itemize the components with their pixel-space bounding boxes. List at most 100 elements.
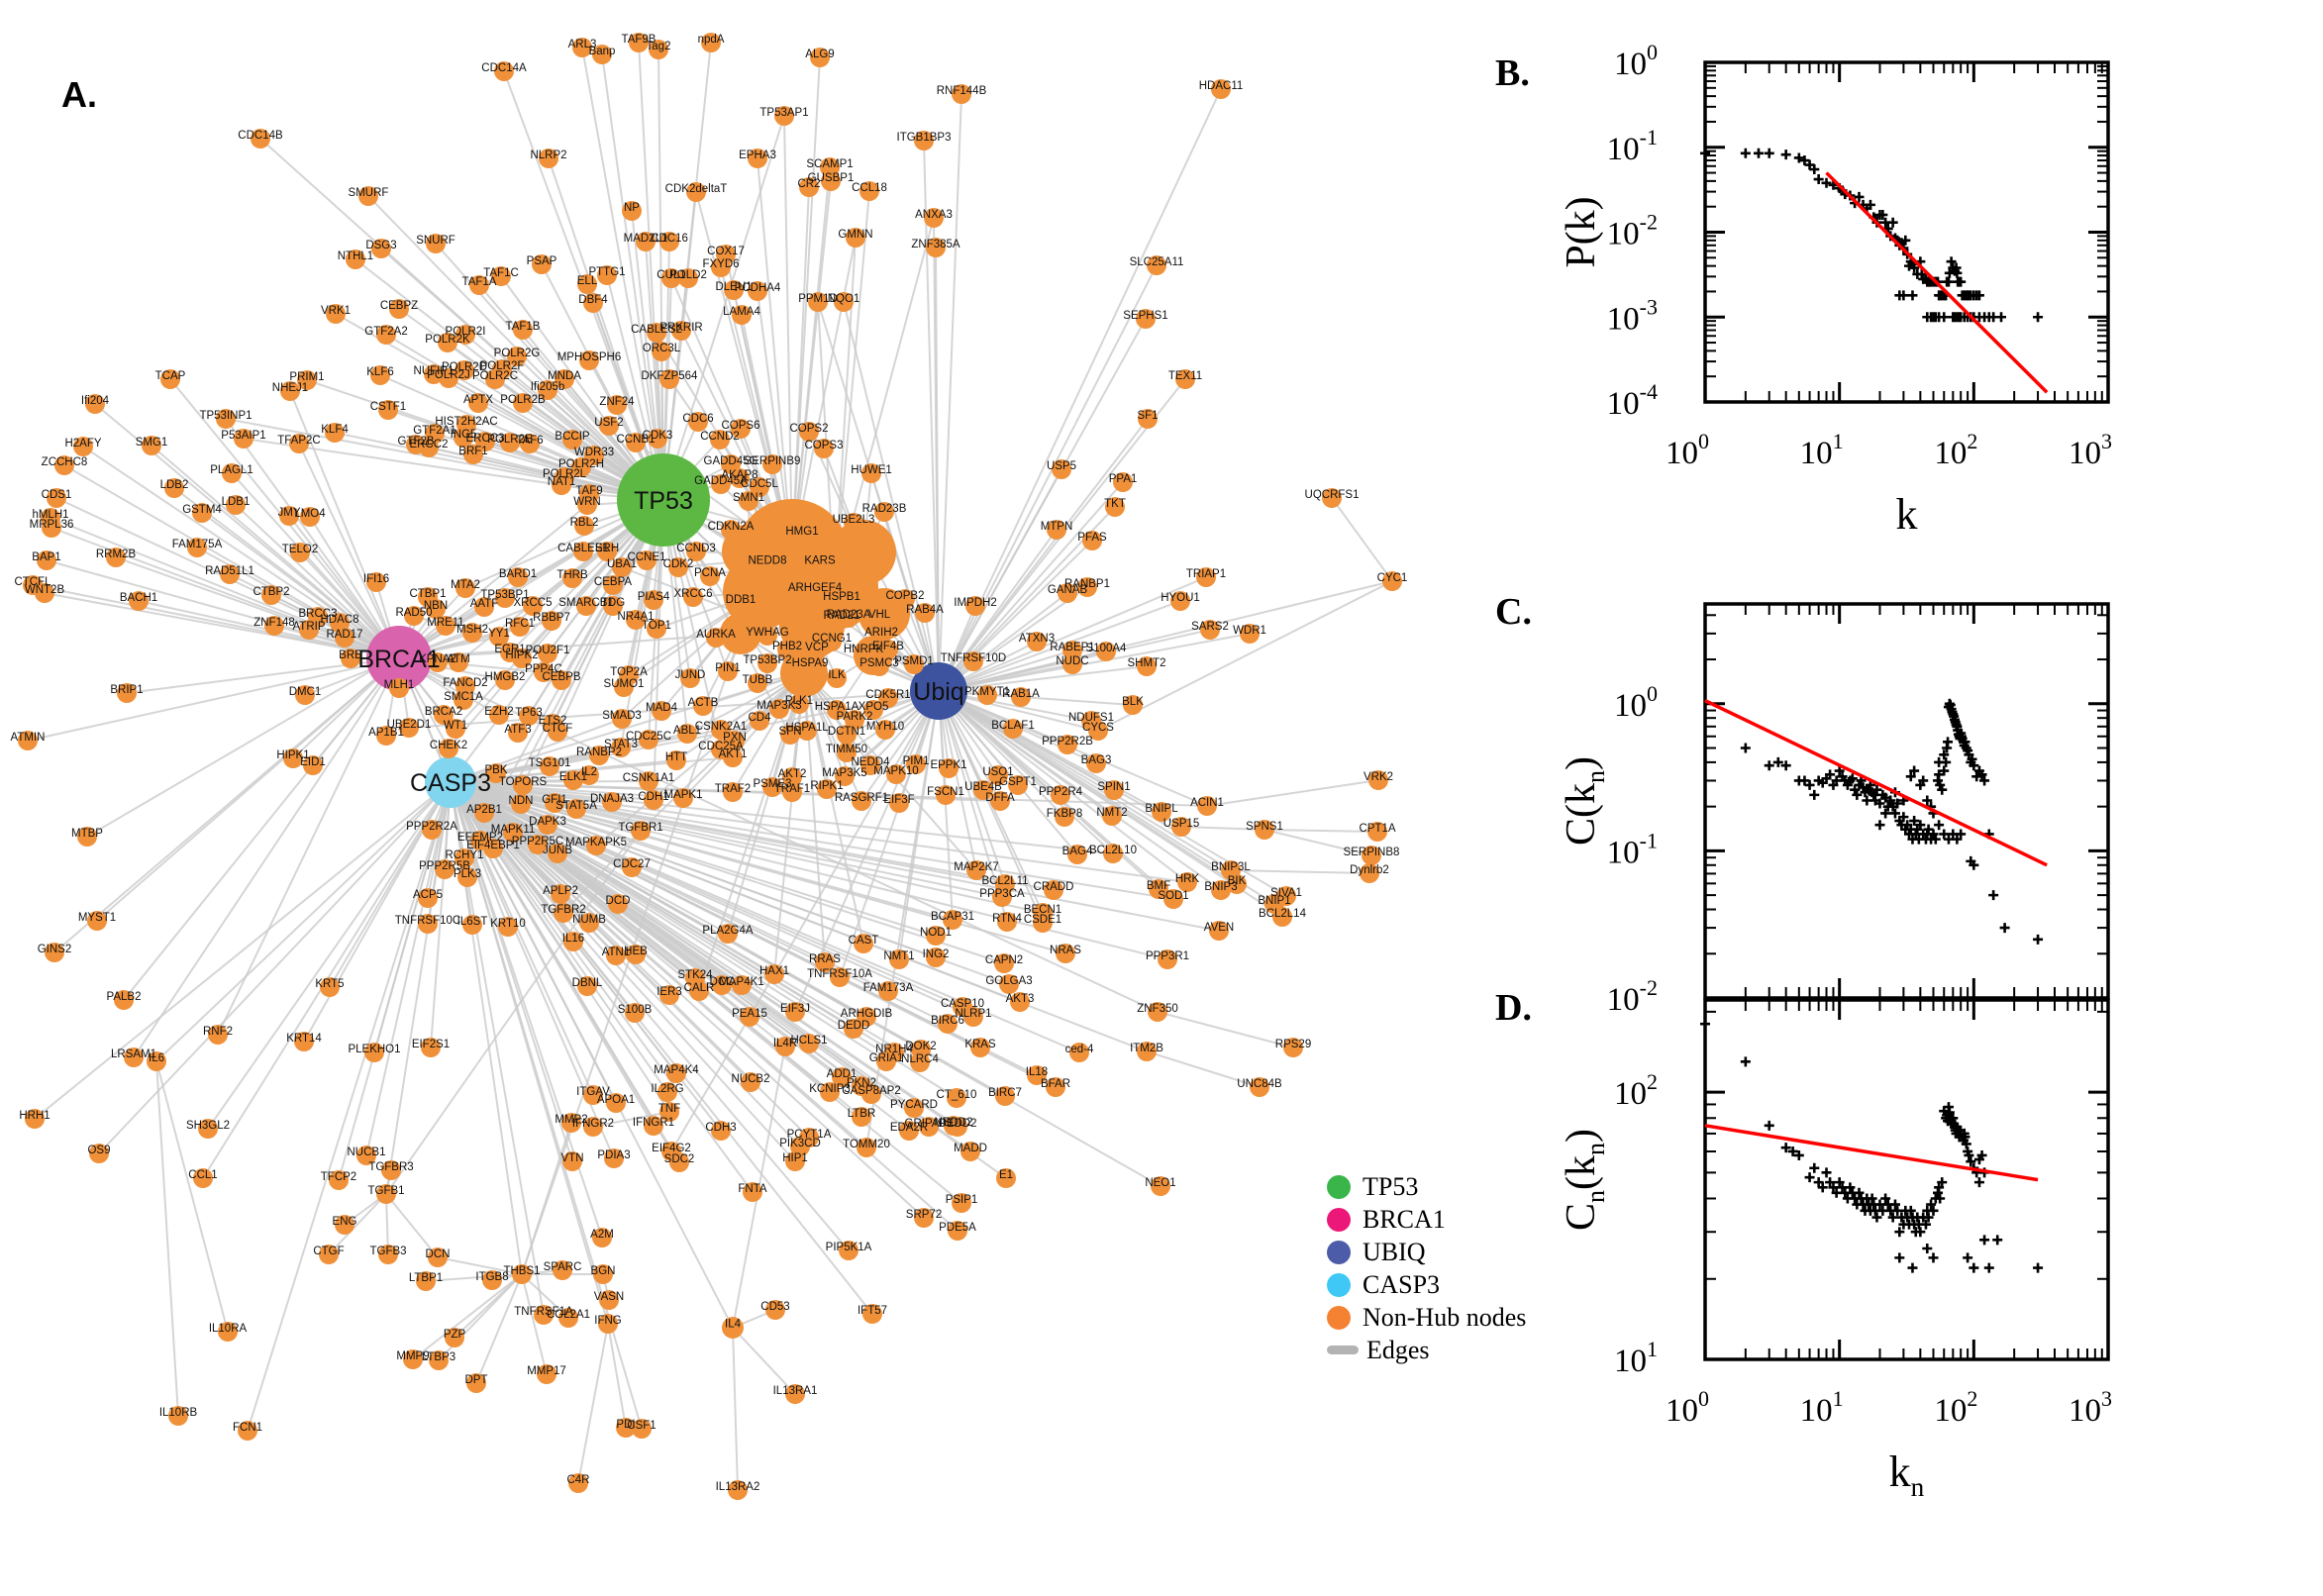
network-node: [553, 1260, 572, 1280]
network-node: [1105, 497, 1125, 517]
data-point: [1952, 267, 1963, 278]
axis-label: P(k): [1559, 196, 1604, 267]
data-point: [1854, 1187, 1865, 1198]
data-point: [1952, 834, 1963, 845]
network-node: [562, 568, 582, 588]
data-point: [1825, 769, 1836, 780]
network-node: [952, 1193, 971, 1213]
node-label: IL16: [562, 933, 584, 945]
network-node: [424, 364, 444, 384]
network-node: [608, 894, 628, 914]
network-node: [810, 48, 830, 67]
node-label: PSAP: [527, 255, 557, 267]
data-point: [1700, 1019, 1710, 1030]
node-label: ARHGDIB: [841, 1008, 893, 1020]
network-node: [566, 799, 586, 819]
network-node: [1211, 79, 1231, 99]
node-label: AKT2: [778, 768, 807, 780]
network-node: [878, 640, 898, 659]
node-label: BCL2L14: [1259, 908, 1307, 920]
network-node: [666, 750, 686, 770]
network-node: [1044, 880, 1063, 900]
network-node: [652, 701, 671, 721]
node-label: PIK3CD: [779, 1138, 821, 1149]
data-point: [1939, 765, 1950, 776]
node-label: IL2RG: [651, 1083, 683, 1095]
node-label: HMGB2: [485, 671, 526, 683]
node-label: BLK: [1122, 696, 1144, 708]
node-label: CABLES2: [631, 324, 682, 336]
plot-ticks: [1703, 60, 2110, 404]
node-label: HDAC8: [321, 614, 359, 626]
network-node: [789, 694, 809, 714]
network-node: [358, 186, 378, 206]
node-label: PFAS: [1077, 532, 1107, 544]
network-node: [507, 347, 527, 366]
node-label: STAT3: [604, 739, 638, 750]
network-node: [728, 1480, 748, 1500]
network-edge: [521, 1122, 572, 1275]
network-node: [579, 913, 599, 933]
data-point: [1920, 1219, 1931, 1230]
data-point: [1935, 1193, 1946, 1204]
network-node: [1152, 802, 1171, 822]
data-point: [1862, 795, 1872, 806]
network-node: [482, 1270, 502, 1290]
network-node: [860, 755, 880, 775]
node-label: npdA: [698, 34, 725, 46]
network-node: [593, 1264, 613, 1284]
data-point: [1905, 1205, 1916, 1216]
data-point: [1971, 771, 1982, 782]
node-label: HEB: [624, 946, 648, 957]
node-label: APOA1: [597, 1094, 635, 1106]
node-label: VRK2: [1364, 771, 1393, 783]
network-node: [462, 623, 482, 643]
network-node: [904, 654, 924, 674]
network-node: [577, 495, 597, 515]
data-point: [1979, 775, 1990, 786]
network-edge: [923, 140, 940, 692]
node-label: ced-4: [1065, 1044, 1094, 1055]
node-label: NOD1: [920, 927, 952, 939]
network-edge: [1146, 1050, 1261, 1088]
node-label: USP5: [1047, 460, 1076, 472]
network-node: [622, 857, 642, 877]
node-label: PIM1: [903, 755, 930, 767]
data-point: [1939, 749, 1950, 760]
network-node: [997, 912, 1017, 932]
node-label: PIN1: [715, 662, 741, 674]
node-label: S100B: [618, 1004, 653, 1016]
network-node: [963, 1007, 983, 1027]
node-label: NR4A1: [617, 611, 654, 623]
network-node: [534, 662, 554, 682]
network-node: [1086, 753, 1106, 773]
network-node: [454, 690, 473, 710]
data-point: [1852, 789, 1863, 800]
network-node: [943, 910, 962, 930]
node-label: SERPINB9: [745, 455, 801, 467]
node-label: CDC14A: [481, 62, 527, 74]
network-edge: [123, 657, 400, 1001]
node-label: PXN: [723, 732, 747, 744]
node-label: PPP2R5B: [419, 860, 470, 872]
node-label: ITM2B: [1130, 1043, 1163, 1054]
network-node: [539, 149, 558, 168]
data-point: [1845, 1182, 1856, 1193]
network-edge: [365, 781, 452, 1156]
data-point: [2033, 1262, 2044, 1273]
network-node: [780, 725, 800, 745]
network-node: [192, 503, 212, 523]
network-node: [845, 710, 864, 730]
data-point: [1939, 829, 1950, 840]
network-node: [589, 746, 609, 765]
node-label: JUNB: [543, 845, 572, 856]
network-edge: [675, 672, 805, 761]
network-node: [938, 1014, 958, 1034]
node-swatch-icon: [1327, 1174, 1351, 1199]
network-node: [586, 836, 606, 855]
network-node: [218, 1322, 238, 1342]
data-point: [1973, 290, 1984, 301]
network-node: [686, 182, 706, 202]
node-label: SHMT2: [1128, 657, 1166, 669]
network-node: [483, 839, 503, 858]
